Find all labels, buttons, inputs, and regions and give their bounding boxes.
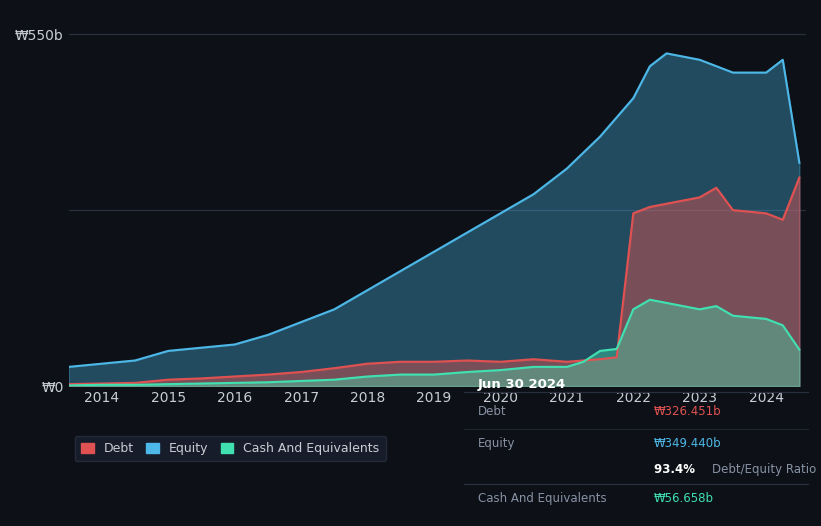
Text: 93.4%: 93.4% — [654, 463, 699, 477]
Text: ₩349.440b: ₩349.440b — [654, 437, 721, 450]
Text: ₩56.658b: ₩56.658b — [654, 492, 713, 505]
Text: Debt/Equity Ratio: Debt/Equity Ratio — [712, 463, 816, 477]
Text: Cash And Equivalents: Cash And Equivalents — [478, 492, 606, 505]
Legend: Debt, Equity, Cash And Equivalents: Debt, Equity, Cash And Equivalents — [75, 436, 386, 461]
Text: ₩326.451b: ₩326.451b — [654, 405, 721, 418]
Text: Equity: Equity — [478, 437, 515, 450]
Text: Debt: Debt — [478, 405, 507, 418]
Text: Jun 30 2024: Jun 30 2024 — [478, 378, 566, 391]
